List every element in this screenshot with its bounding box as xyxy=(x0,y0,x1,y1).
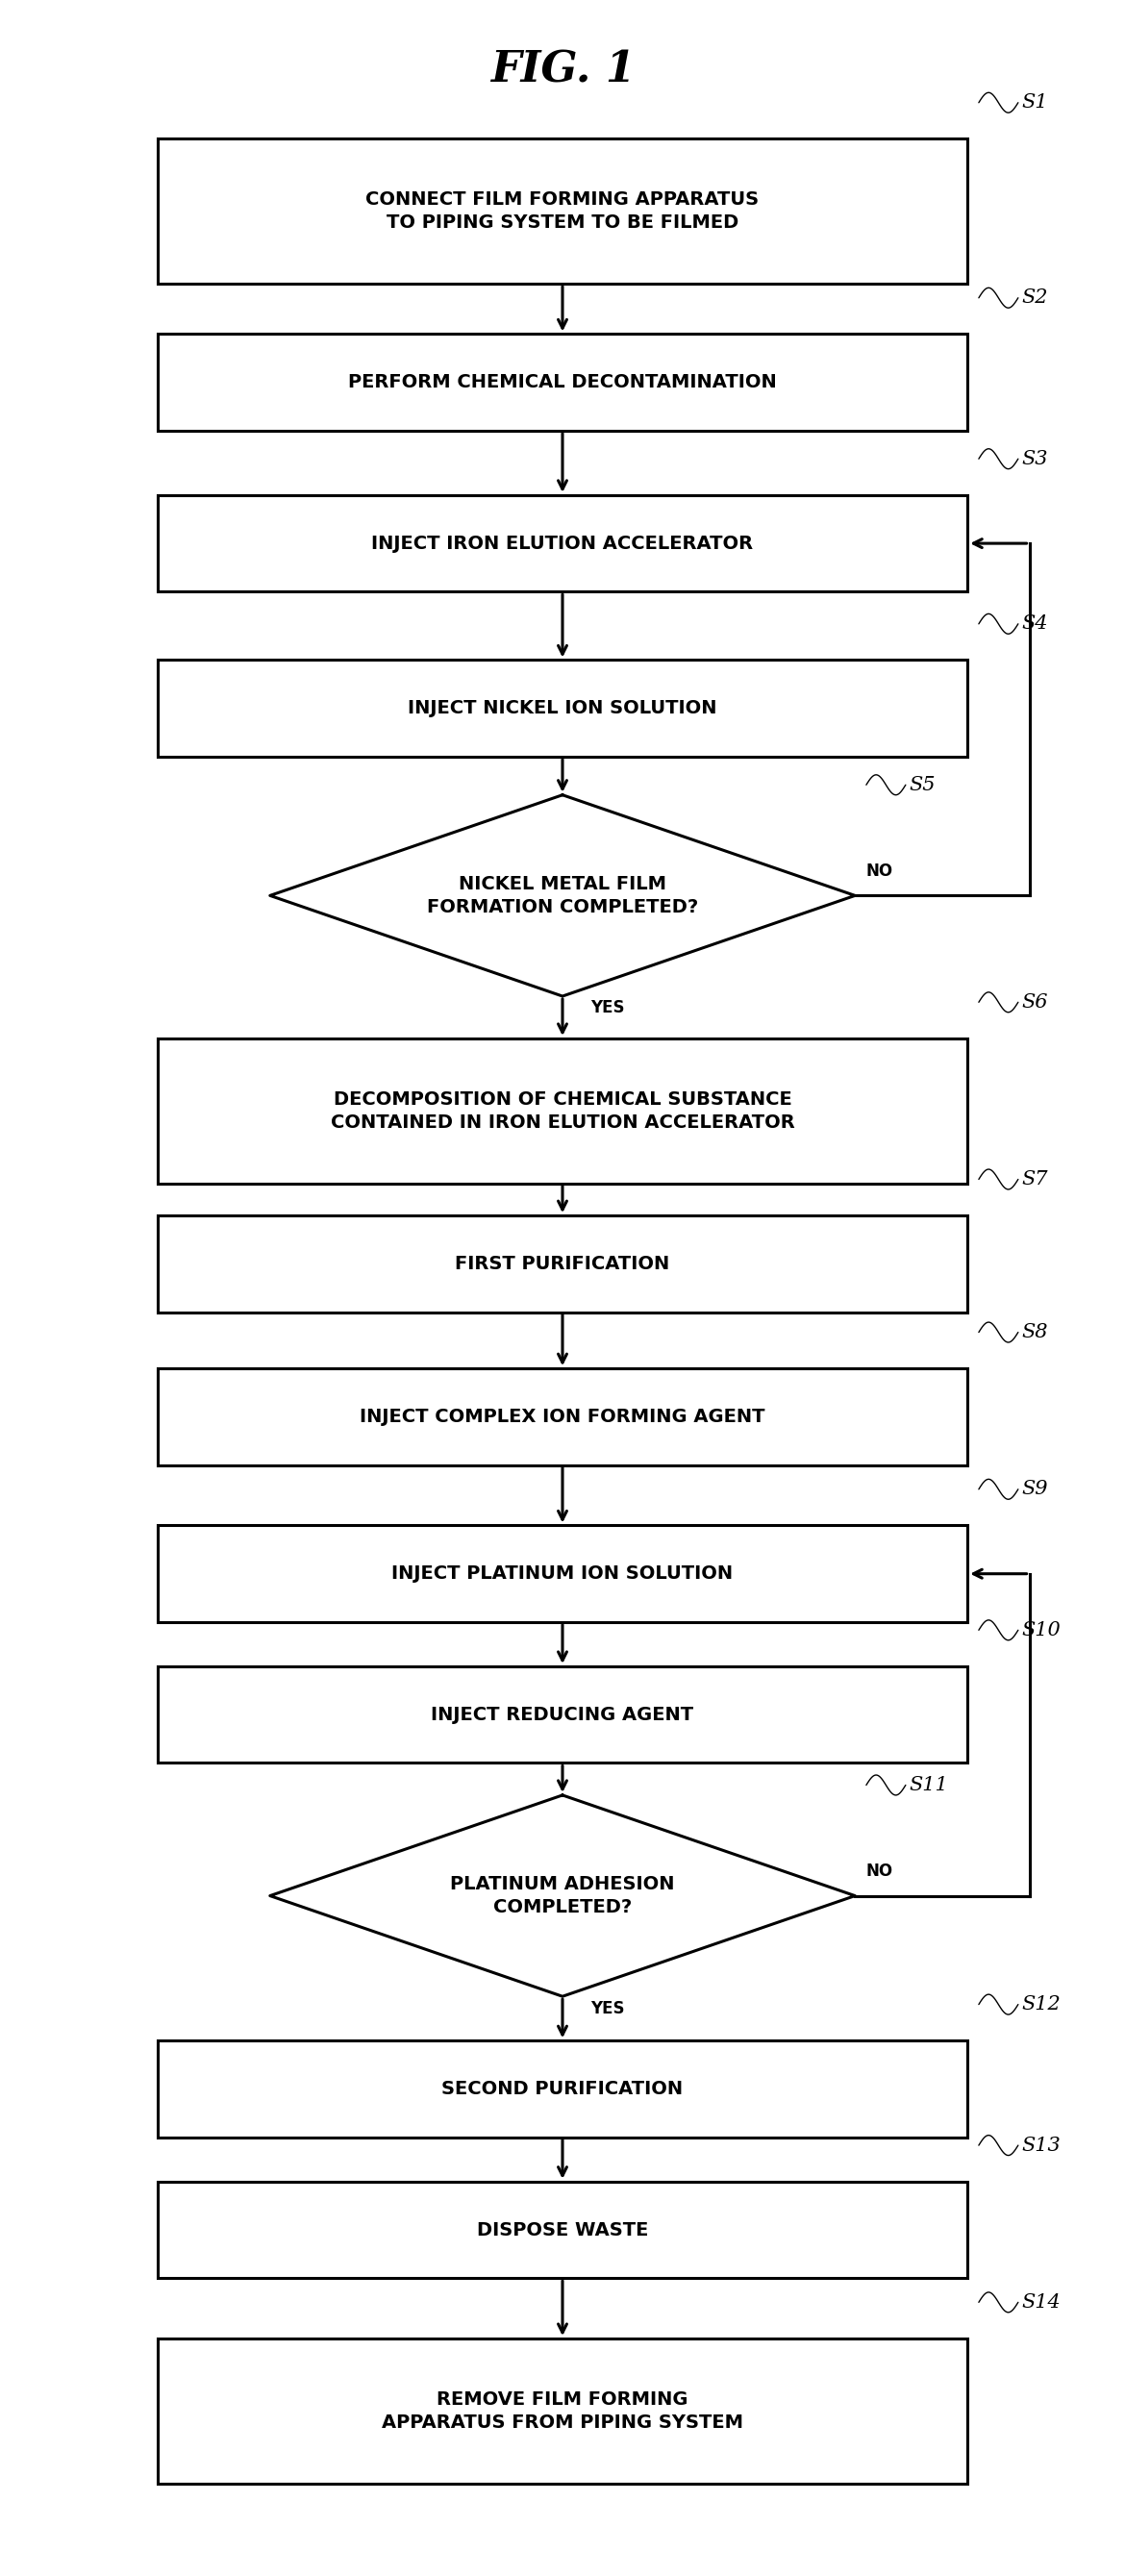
Text: CONNECT FILM FORMING APPARATUS
TO PIPING SYSTEM TO BE FILMED: CONNECT FILM FORMING APPARATUS TO PIPING… xyxy=(366,191,759,232)
Text: FIG. 1: FIG. 1 xyxy=(490,49,634,90)
Text: S12: S12 xyxy=(1022,1996,1061,2014)
Text: S8: S8 xyxy=(1022,1324,1048,1342)
Text: NICKEL METAL FILM
FORMATION COMPLETED?: NICKEL METAL FILM FORMATION COMPLETED? xyxy=(426,876,699,917)
Bar xyxy=(158,1368,968,1466)
Text: DECOMPOSITION OF CHEMICAL SUBSTANCE
CONTAINED IN IRON ELUTION ACCELERATOR: DECOMPOSITION OF CHEMICAL SUBSTANCE CONT… xyxy=(331,1090,794,1131)
Bar xyxy=(158,2040,968,2138)
Text: S14: S14 xyxy=(1022,2293,1061,2311)
Text: INJECT NICKEL ION SOLUTION: INJECT NICKEL ION SOLUTION xyxy=(408,698,717,719)
Text: INJECT PLATINUM ION SOLUTION: INJECT PLATINUM ION SOLUTION xyxy=(392,1564,734,1582)
Text: FIRST PURIFICATION: FIRST PURIFICATION xyxy=(456,1255,669,1273)
Bar xyxy=(158,1216,968,1311)
Bar xyxy=(158,1038,968,1182)
Bar xyxy=(158,1667,968,1762)
Text: PLATINUM ADHESION
COMPLETED?: PLATINUM ADHESION COMPLETED? xyxy=(450,1875,675,1917)
Text: S4: S4 xyxy=(1022,616,1048,634)
Text: NO: NO xyxy=(866,863,893,878)
Bar xyxy=(158,495,968,592)
Text: S10: S10 xyxy=(1022,1620,1061,1638)
Polygon shape xyxy=(270,796,855,997)
Text: S6: S6 xyxy=(1022,994,1048,1012)
Bar xyxy=(158,139,968,283)
Text: NO: NO xyxy=(866,1862,893,1880)
Text: S1: S1 xyxy=(1022,93,1048,111)
Text: PERFORM CHEMICAL DECONTAMINATION: PERFORM CHEMICAL DECONTAMINATION xyxy=(349,374,776,392)
Text: YES: YES xyxy=(591,999,624,1015)
Text: INJECT REDUCING AGENT: INJECT REDUCING AGENT xyxy=(431,1705,694,1723)
Bar xyxy=(158,2182,968,2277)
Text: S9: S9 xyxy=(1022,1481,1048,1499)
Text: REMOVE FILM FORMING
APPARATUS FROM PIPING SYSTEM: REMOVE FILM FORMING APPARATUS FROM PIPIN… xyxy=(381,2391,744,2432)
Polygon shape xyxy=(270,1795,855,1996)
Text: S3: S3 xyxy=(1022,451,1048,469)
Bar xyxy=(158,335,968,430)
Text: DISPOSE WASTE: DISPOSE WASTE xyxy=(477,2221,648,2239)
Text: S5: S5 xyxy=(909,775,936,793)
Text: S7: S7 xyxy=(1022,1170,1048,1188)
Text: S13: S13 xyxy=(1022,2136,1061,2154)
Bar xyxy=(158,659,968,757)
Bar xyxy=(158,2339,968,2483)
Text: SECOND PURIFICATION: SECOND PURIFICATION xyxy=(442,2079,683,2097)
Text: S2: S2 xyxy=(1022,289,1048,307)
Text: S11: S11 xyxy=(909,1775,948,1795)
Bar xyxy=(158,1525,968,1623)
Text: YES: YES xyxy=(591,1999,624,2017)
Text: INJECT IRON ELUTION ACCELERATOR: INJECT IRON ELUTION ACCELERATOR xyxy=(371,533,754,551)
Text: INJECT COMPLEX ION FORMING AGENT: INJECT COMPLEX ION FORMING AGENT xyxy=(360,1406,765,1427)
